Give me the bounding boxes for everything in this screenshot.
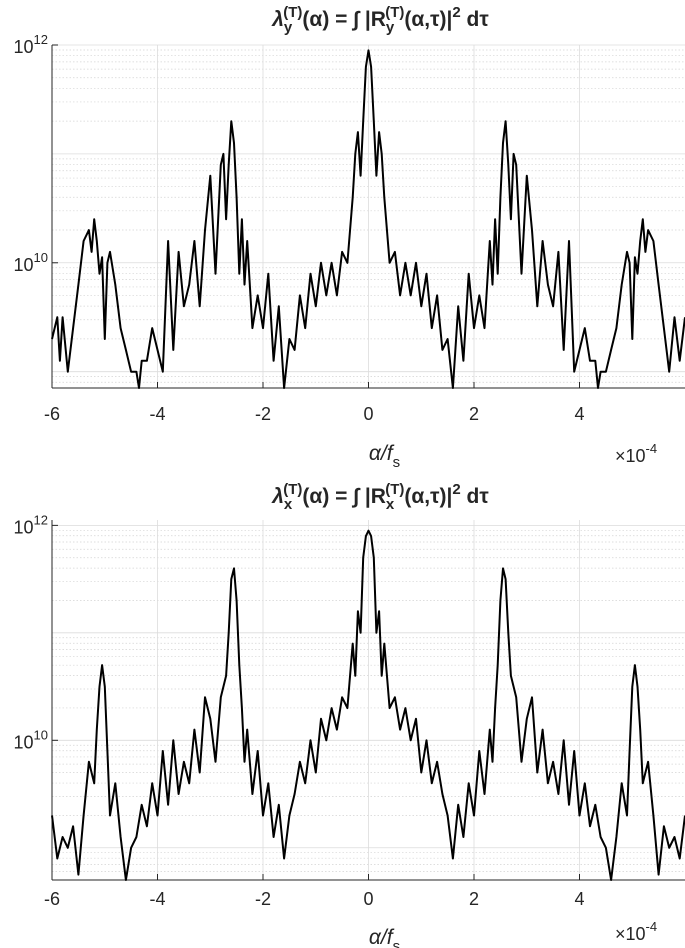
title-square: 2 <box>452 4 460 21</box>
title-subscript: y <box>284 19 293 36</box>
title-subscript: x <box>284 496 293 513</box>
series-line <box>51 529 685 881</box>
series-line <box>51 49 685 389</box>
title-subscript-2: x <box>386 496 395 513</box>
y-tick-base: 10 <box>14 517 34 537</box>
x-tick-label: -6 <box>44 404 60 424</box>
x-tick-label: -2 <box>255 404 271 424</box>
x-tick-label: 4 <box>574 404 584 424</box>
y-tick-base: 10 <box>14 732 34 752</box>
y-tick-base: 10 <box>14 37 34 57</box>
title-superscript: (T) <box>283 481 302 498</box>
y-tick-label: 1010 <box>14 250 49 275</box>
title-after: (α,τ)| <box>404 8 452 31</box>
x-tick-label: 2 <box>469 404 479 424</box>
title-subscript-2: y <box>386 19 395 36</box>
title-superscript-2: (T) <box>385 4 404 21</box>
y-tick-label: 1012 <box>14 512 49 537</box>
chart-title: λx(T)(α) = ∫ |Rx(T)(α,τ)|2 dτ <box>271 481 489 513</box>
title-after: (α,τ)| <box>404 485 452 508</box>
x-tick-label: -2 <box>255 889 271 909</box>
title-lambda: λ <box>271 485 284 508</box>
title-superscript-2: (T) <box>385 481 404 498</box>
title-square: 2 <box>452 481 460 498</box>
x-exponent-power: -4 <box>645 441 657 456</box>
title-middle: (α) = ∫ |R <box>302 8 385 31</box>
x-axis-label-subscript: s <box>393 454 401 471</box>
y-tick-exponent: 10 <box>34 250 48 265</box>
x-axis-label: α/fs <box>369 442 400 471</box>
y-tick-exponent: 12 <box>34 512 48 527</box>
y-tick-label: 1010 <box>14 727 49 752</box>
y-tick-exponent: 12 <box>34 32 48 47</box>
y-tick-base: 10 <box>14 255 34 275</box>
x-tick-label: -4 <box>149 404 165 424</box>
x-tick-label: 0 <box>363 404 373 424</box>
x-tick-label: -6 <box>44 889 60 909</box>
chart-title: λy(T)(α) = ∫ |Ry(T)(α,τ)|2 dτ <box>271 4 489 36</box>
x-exponent-base: ×10 <box>615 924 646 944</box>
major-grid <box>51 520 685 880</box>
x-tick-label: 2 <box>469 889 479 909</box>
title-lambda: λ <box>271 8 284 31</box>
x-axis-label-subscript: s <box>393 938 401 948</box>
x-tick-label: -4 <box>149 889 165 909</box>
title-superscript: (T) <box>283 4 302 21</box>
title-end: dτ <box>461 485 490 508</box>
title-end: dτ <box>461 8 490 31</box>
x-axis-label-main: α/f <box>369 442 395 465</box>
x-axis-label: α/fs <box>369 926 400 948</box>
x-tick-label: 4 <box>574 889 584 909</box>
y-tick-label: 1012 <box>14 32 49 57</box>
x-exponent-label: ×10-4 <box>615 441 657 466</box>
x-tick-label: 0 <box>363 889 373 909</box>
title-middle: (α) = ∫ |R <box>302 485 385 508</box>
x-exponent-power: -4 <box>645 919 657 934</box>
x-exponent-label: ×10-4 <box>615 919 657 944</box>
y-tick-exponent: 10 <box>34 727 48 742</box>
x-axis-label-main: α/f <box>369 926 395 948</box>
x-exponent-base: ×10 <box>615 446 646 466</box>
major-grid <box>51 44 685 388</box>
